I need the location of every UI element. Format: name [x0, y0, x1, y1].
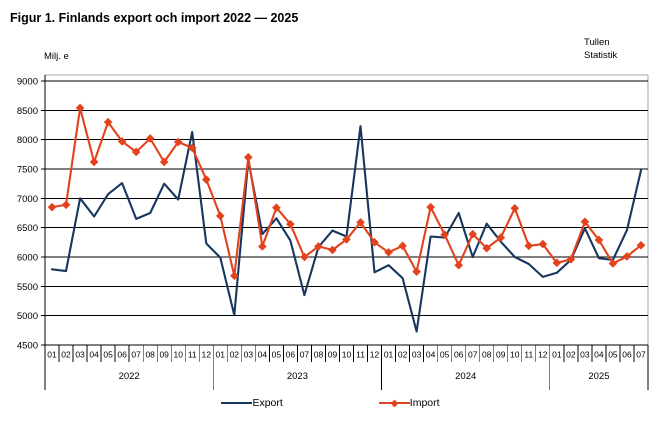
- svg-text:2025: 2025: [588, 371, 609, 382]
- svg-text:07: 07: [300, 350, 310, 360]
- svg-text:08: 08: [482, 350, 492, 360]
- svg-text:4500: 4500: [17, 341, 38, 352]
- legend-item-export: Export: [221, 397, 283, 409]
- svg-text:06: 06: [117, 350, 127, 360]
- legend-label-import: Import: [409, 397, 440, 409]
- legend-item-import: Import: [378, 397, 440, 409]
- svg-text:7500: 7500: [17, 165, 38, 176]
- svg-text:08: 08: [145, 350, 155, 360]
- svg-text:01: 01: [552, 350, 562, 360]
- series-import-line: [50, 106, 643, 277]
- svg-text:11: 11: [356, 350, 365, 360]
- y-gridlines: [41, 80, 648, 346]
- svg-text:2023: 2023: [287, 371, 308, 382]
- svg-text:01: 01: [384, 350, 394, 360]
- svg-text:6500: 6500: [17, 223, 38, 234]
- svg-text:09: 09: [328, 350, 338, 360]
- svg-text:01: 01: [47, 350, 57, 360]
- svg-text:06: 06: [454, 350, 464, 360]
- import-line-swatch: [378, 399, 410, 407]
- svg-text:12: 12: [538, 350, 548, 360]
- svg-text:9000: 9000: [17, 77, 38, 88]
- svg-text:05: 05: [440, 350, 450, 360]
- export-line-swatch: [221, 402, 253, 404]
- svg-text:03: 03: [580, 350, 590, 360]
- svg-text:07: 07: [131, 350, 141, 360]
- svg-text:03: 03: [244, 350, 254, 360]
- source-line-2: Statistik: [584, 50, 618, 61]
- svg-text:02: 02: [398, 350, 408, 360]
- svg-text:12: 12: [370, 350, 380, 360]
- svg-text:5500: 5500: [17, 282, 38, 293]
- svg-text:09: 09: [496, 350, 506, 360]
- svg-text:11: 11: [188, 350, 197, 360]
- svg-text:06: 06: [286, 350, 296, 360]
- svg-text:05: 05: [272, 350, 282, 360]
- svg-text:02: 02: [61, 350, 71, 360]
- svg-text:8500: 8500: [17, 106, 38, 117]
- chart-title: Figur 1. Finlands export och import 2022…: [10, 11, 299, 25]
- x-axis-year-labels: 2022 2023 2024 2025: [44, 345, 649, 390]
- svg-text:5000: 5000: [17, 311, 38, 322]
- y-axis-tick-labels: 4500 5000 5500 6000 6500 7000 7500 8000 8500 9000: [17, 77, 38, 352]
- import-diamond-marker-icon: [390, 399, 399, 407]
- svg-text:02: 02: [566, 350, 576, 360]
- svg-text:01: 01: [216, 350, 226, 360]
- svg-text:04: 04: [89, 350, 99, 360]
- svg-text:2022: 2022: [119, 371, 140, 382]
- svg-text:02: 02: [230, 350, 240, 360]
- plot-frame: [44, 74, 649, 390]
- svg-text:10: 10: [510, 350, 520, 360]
- svg-text:10: 10: [173, 350, 183, 360]
- svg-text:10: 10: [342, 350, 352, 360]
- svg-text:2024: 2024: [455, 371, 476, 382]
- source-line-1: Tullen: [584, 37, 610, 48]
- svg-text:08: 08: [314, 350, 324, 360]
- svg-text:07: 07: [468, 350, 478, 360]
- series-export-line: [50, 125, 643, 333]
- svg-text:04: 04: [426, 350, 436, 360]
- x-axis-month-labels: 01 02 03 04 05 06 07 08 09 10 11 12 01 02 03 04 05 06 07 08…: [44, 345, 649, 362]
- svg-text:8000: 8000: [17, 135, 38, 146]
- y-axis-unit-label: Milj. e: [44, 51, 69, 62]
- series-import-markers: [47, 103, 646, 281]
- svg-text:06: 06: [622, 350, 632, 360]
- svg-text:11: 11: [524, 350, 533, 360]
- svg-text:04: 04: [594, 350, 604, 360]
- svg-text:6000: 6000: [17, 253, 38, 264]
- svg-text:7000: 7000: [17, 194, 38, 205]
- svg-text:03: 03: [412, 350, 422, 360]
- svg-text:07: 07: [636, 350, 646, 360]
- svg-text:09: 09: [159, 350, 169, 360]
- source-attribution: Tullen Statistik: [584, 36, 617, 62]
- svg-text:05: 05: [608, 350, 618, 360]
- svg-text:12: 12: [202, 350, 212, 360]
- chart-legend: Export Import: [0, 397, 661, 409]
- legend-label-export: Export: [252, 397, 283, 409]
- svg-text:05: 05: [103, 350, 113, 360]
- svg-text:04: 04: [258, 350, 268, 360]
- svg-text:03: 03: [75, 350, 85, 360]
